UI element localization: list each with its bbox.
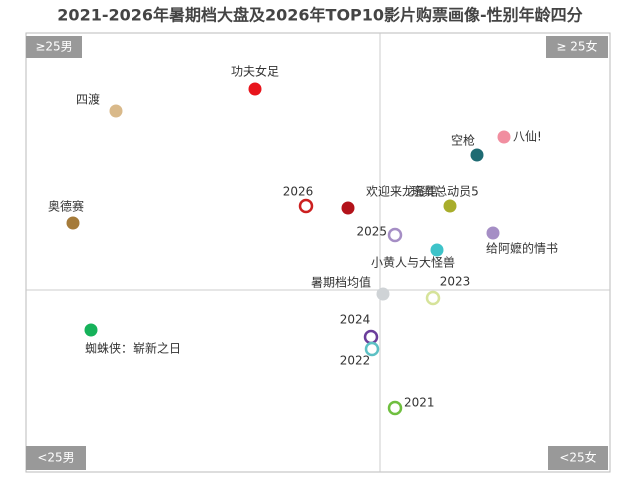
point-label: 2025: [356, 225, 387, 239]
corner-box: [26, 446, 86, 470]
point-label: 四渡: [76, 92, 100, 107]
point-label: 玩具总动员5: [411, 185, 479, 199]
point-label: 给阿嬷的情书: [486, 241, 558, 256]
point: [364, 341, 380, 357]
point: [248, 82, 262, 96]
point: [109, 104, 123, 118]
point-label: 欢迎来龙餐馆: [366, 184, 438, 199]
quadrant-label: <25女: [559, 450, 596, 465]
point-label: 奥德赛: [48, 199, 84, 214]
point: [486, 226, 500, 240]
point: [425, 290, 441, 306]
point: [363, 329, 379, 345]
point: [387, 227, 403, 243]
point: [470, 148, 484, 162]
corner-box: [546, 36, 608, 58]
point-label: 2022: [340, 354, 371, 368]
point-label: 2024: [340, 313, 371, 327]
point: [66, 216, 80, 230]
point: [497, 130, 511, 144]
point: [430, 243, 444, 257]
point: [387, 400, 403, 416]
point-label: 蜘蛛侠：崭新之日: [85, 341, 181, 356]
point-label: 2021: [404, 396, 435, 410]
point-label: 空枪: [451, 133, 475, 148]
point-label: 功夫女足: [231, 64, 279, 79]
quadrant-label: ≥ 25女: [556, 39, 597, 54]
point: [443, 199, 457, 213]
point: [341, 201, 355, 215]
quadrant-label: <25男: [37, 451, 74, 465]
point: [376, 287, 390, 301]
point-label: 2026: [283, 185, 314, 199]
quadrant-label: ≥25男: [35, 40, 72, 54]
point-label: 八仙!: [513, 130, 542, 144]
point-label: 小黄人与大怪兽: [371, 256, 455, 270]
corner-box: [26, 36, 82, 58]
point-label: 2023: [440, 275, 471, 289]
point-label: 暑期档均值: [311, 275, 371, 290]
plot-frame: [25, 32, 611, 473]
point: [298, 198, 314, 214]
point: [84, 323, 98, 337]
corner-box: [548, 446, 608, 470]
chart-title: 2021-2026年暑期档大盘及2026年TOP10影片购票画像-性别年龄四分: [57, 6, 582, 25]
